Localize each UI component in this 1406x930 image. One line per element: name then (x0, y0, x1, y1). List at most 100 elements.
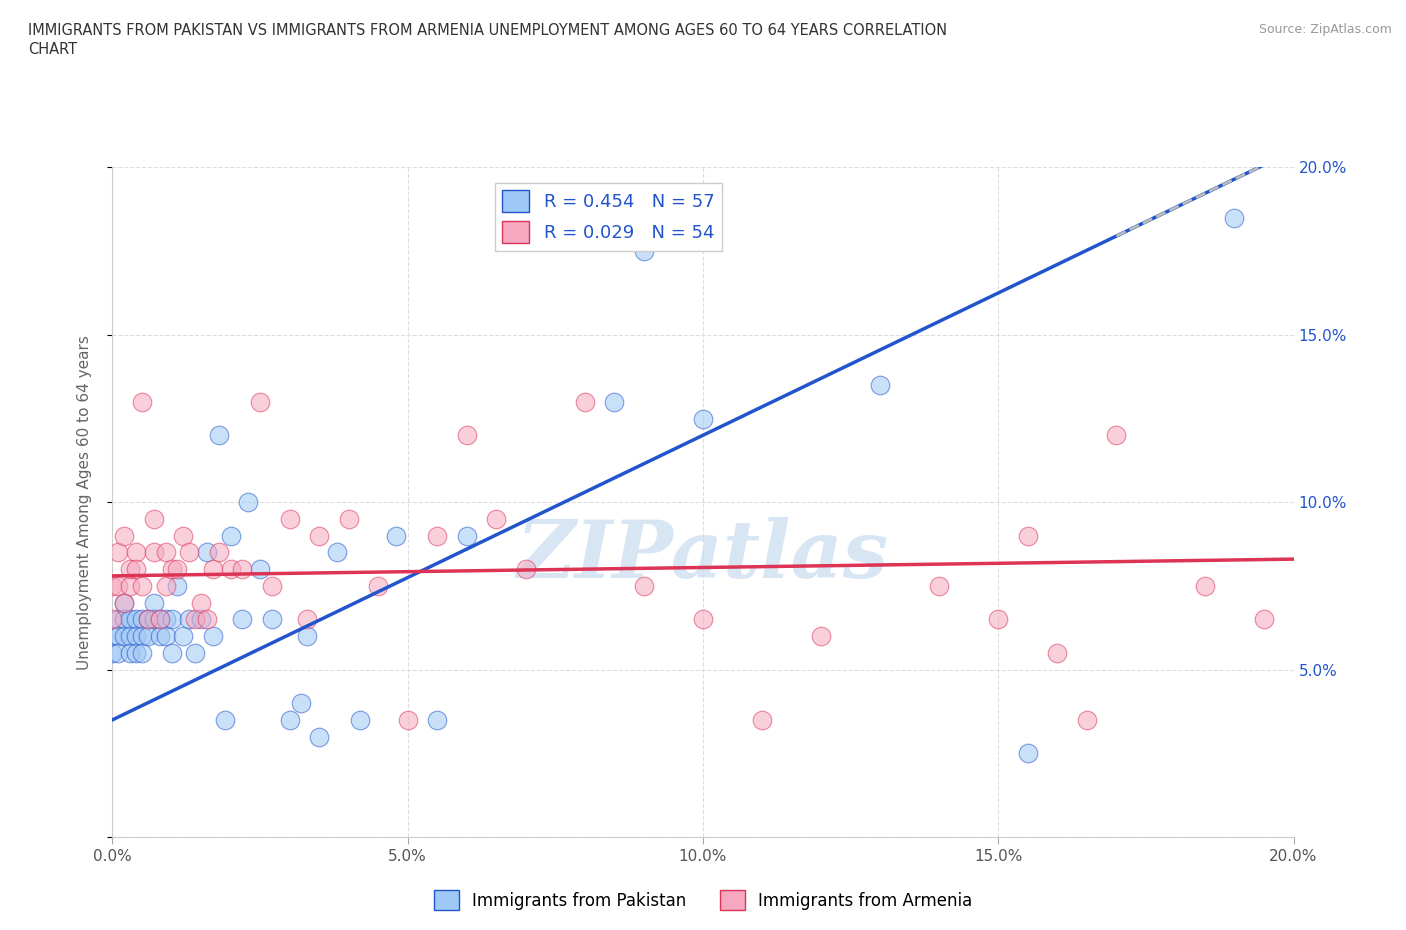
Point (142, 595, 165, 610)
Point (190, 595, 212, 610)
Point (136, 612, 159, 627)
Point (456, 428, 478, 443)
Point (155, 545, 177, 560)
Point (112, 595, 135, 610)
Point (101, 578, 124, 593)
Point (125, 562, 148, 577)
Text: IMMIGRANTS FROM PAKISTAN VS IMMIGRANTS FROM ARMENIA UNEMPLOYMENT AMONG AGES 60 T: IMMIGRANTS FROM PAKISTAN VS IMMIGRANTS F… (28, 23, 948, 38)
Point (155, 578, 177, 593)
Point (172, 528, 194, 543)
Point (120, 612, 142, 627)
Point (131, 394, 153, 409)
Point (928, 578, 950, 593)
Point (1017, 528, 1039, 543)
Point (326, 545, 349, 560)
Point (290, 696, 312, 711)
Point (515, 562, 537, 577)
Point (278, 712, 301, 727)
Point (155, 612, 177, 627)
Point (214, 712, 236, 727)
Point (131, 578, 153, 593)
Point (692, 612, 714, 627)
Point (385, 528, 408, 543)
Point (120, 629, 142, 644)
Point (260, 578, 283, 593)
Point (120, 578, 142, 593)
Point (208, 428, 231, 443)
Point (131, 629, 153, 644)
Point (297, 612, 319, 627)
Point (308, 729, 330, 744)
Point (297, 629, 319, 644)
Point (120, 645, 142, 660)
Point (278, 512, 301, 526)
Point (166, 578, 188, 593)
Point (107, 578, 129, 593)
Point (125, 545, 148, 560)
Point (179, 612, 201, 627)
Point (349, 712, 371, 727)
Point (1105, 428, 1128, 443)
Point (101, 629, 124, 644)
Point (238, 495, 260, 510)
Point (633, 244, 655, 259)
Text: Source: ZipAtlas.com: Source: ZipAtlas.com (1258, 23, 1392, 36)
Point (249, 562, 271, 577)
Point (112, 528, 135, 543)
Point (603, 394, 626, 409)
Point (751, 712, 773, 727)
Point (396, 712, 419, 727)
Point (101, 645, 124, 660)
Point (107, 645, 129, 660)
Point (219, 562, 242, 577)
Point (208, 545, 231, 560)
Point (1194, 578, 1216, 593)
Point (179, 545, 201, 560)
Point (308, 528, 330, 543)
Point (1046, 645, 1069, 660)
Legend: R = 0.454   N = 57, R = 0.029   N = 54: R = 0.454 N = 57, R = 0.029 N = 54 (495, 183, 721, 251)
Point (131, 612, 153, 627)
Point (485, 512, 508, 526)
Text: ZIPatlas: ZIPatlas (517, 517, 889, 594)
Point (184, 645, 207, 660)
Point (1017, 746, 1039, 761)
Point (160, 562, 183, 577)
Point (195, 545, 218, 560)
Point (166, 562, 188, 577)
Point (456, 528, 478, 543)
Point (184, 612, 207, 627)
Point (1253, 612, 1275, 627)
Point (231, 612, 253, 627)
Point (160, 612, 183, 627)
Point (136, 612, 159, 627)
Point (125, 612, 148, 627)
Point (201, 562, 224, 577)
Point (367, 578, 389, 593)
Point (1223, 210, 1246, 225)
Point (692, 411, 714, 426)
Point (142, 612, 165, 627)
Point (107, 629, 129, 644)
Point (426, 528, 449, 543)
Point (195, 612, 218, 627)
Point (1076, 712, 1098, 727)
Point (112, 595, 135, 610)
Point (231, 562, 253, 577)
Point (149, 612, 172, 627)
Point (987, 612, 1010, 627)
Point (142, 512, 165, 526)
Point (155, 629, 177, 644)
Point (136, 629, 159, 644)
Point (337, 512, 360, 526)
Point (172, 629, 194, 644)
Point (662, 193, 685, 208)
Point (112, 629, 135, 644)
Point (190, 612, 212, 627)
Point (120, 562, 142, 577)
Point (131, 645, 153, 660)
Point (125, 629, 148, 644)
Legend: Immigrants from Pakistan, Immigrants from Armenia: Immigrants from Pakistan, Immigrants fro… (427, 884, 979, 917)
Point (633, 578, 655, 593)
Point (249, 394, 271, 409)
